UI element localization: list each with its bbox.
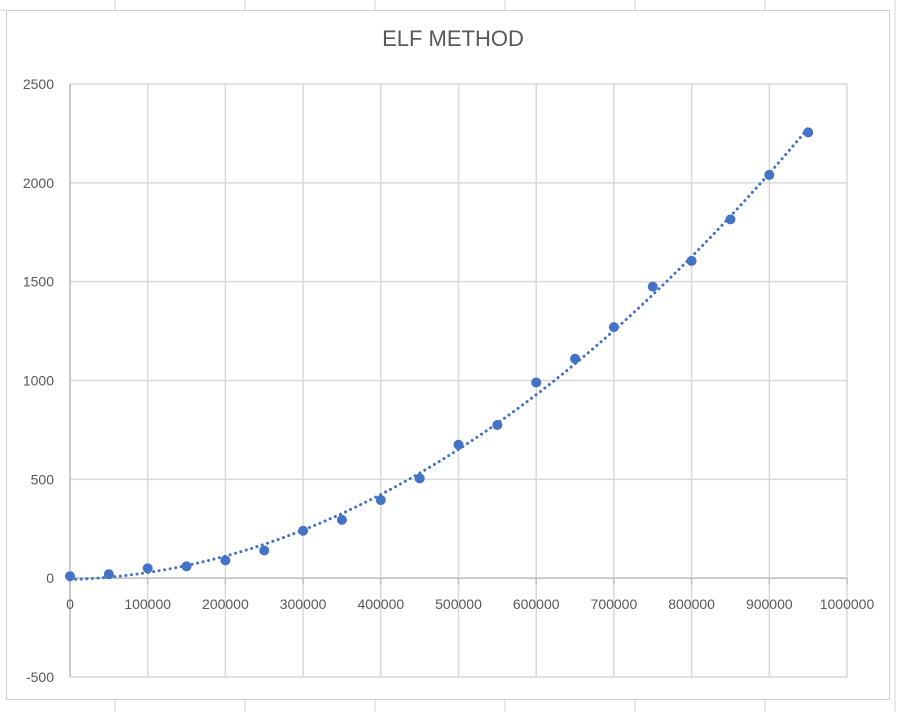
data-point [103, 569, 114, 580]
data-point [803, 127, 814, 138]
data-point [142, 563, 153, 574]
data-point [764, 169, 775, 180]
data-point [375, 495, 386, 506]
x-tick-label: 600000 [513, 596, 560, 612]
x-tick-label: 1000000 [820, 596, 875, 612]
x-tick-label: 100000 [124, 596, 171, 612]
y-tick-label: 2500 [23, 76, 54, 92]
x-tick-label: 800000 [668, 596, 715, 612]
y-tick-label: 1000 [23, 373, 54, 389]
x-tick-label: 400000 [357, 596, 404, 612]
gridlines [69, 83, 848, 678]
y-tick-label: 2000 [23, 175, 54, 191]
trendline-layer [68, 126, 810, 581]
data-point [686, 255, 697, 266]
x-tick-label: 0 [66, 596, 74, 612]
polynomial-trendline [68, 126, 810, 581]
data-point [336, 514, 347, 525]
tick-labels: 0 100000 200000 300000 400000 500000 600000 700… [23, 76, 875, 685]
data-point [259, 545, 270, 556]
data-point [725, 214, 736, 225]
data-point [220, 555, 231, 566]
x-tick-label: 500000 [435, 596, 482, 612]
y-tick-label: -500 [26, 669, 54, 685]
data-point [181, 561, 192, 572]
data-points [65, 127, 814, 582]
data-point [65, 571, 75, 582]
x-tick-label: 200000 [202, 596, 249, 612]
data-point [492, 419, 503, 430]
y-tick-label: 1500 [23, 274, 54, 290]
data-point [531, 377, 542, 388]
x-tick-label: 900000 [746, 596, 793, 612]
chart-area[interactable] [6, 10, 890, 700]
data-point [608, 322, 619, 333]
data-point [570, 353, 581, 364]
data-point [647, 281, 658, 292]
y-tick-label: 500 [31, 471, 55, 487]
data-point [298, 525, 309, 536]
data-point [414, 473, 425, 484]
data-point [453, 439, 464, 450]
chart-title: ELF METHOD [382, 26, 524, 51]
x-tick-label: 700000 [591, 596, 638, 612]
y-tick-label: 0 [46, 570, 54, 586]
x-tick-label: 300000 [280, 596, 327, 612]
